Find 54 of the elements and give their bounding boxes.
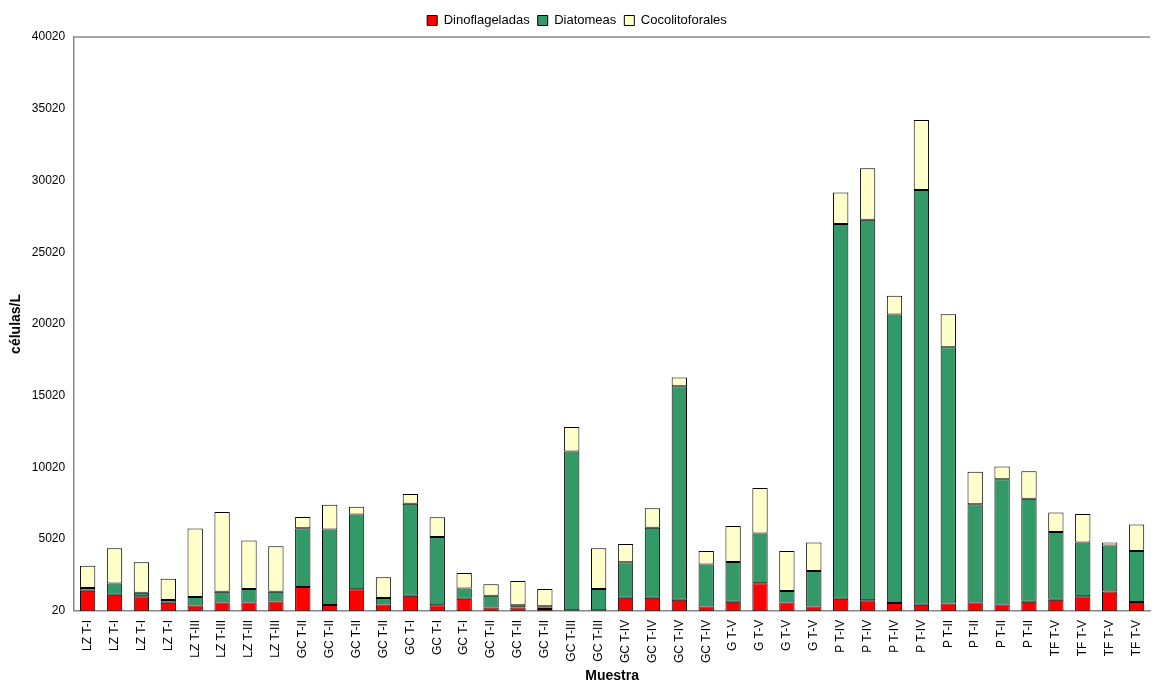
x-tick-label: GC T-II bbox=[483, 619, 498, 659]
y-tick-label: 20020 bbox=[31, 316, 66, 331]
x-tick-label: GC T-II bbox=[321, 619, 336, 659]
x-tick-label: P T-II bbox=[967, 619, 982, 649]
x-tick-label: LZ T-I bbox=[160, 619, 175, 651]
x-tick-label: P T-II bbox=[1021, 619, 1036, 649]
x-tick-label: LZ T-I bbox=[106, 619, 121, 651]
x-tick-label: GC T-IV bbox=[644, 619, 659, 663]
x-tick-label: G T-V bbox=[725, 619, 740, 651]
x-tick-label: P T-IV bbox=[886, 619, 901, 653]
y-tick-label: 30020 bbox=[31, 172, 66, 187]
y-tick-label: 15020 bbox=[31, 387, 66, 402]
x-tick-label: GC T-III bbox=[564, 619, 579, 662]
y-tick-label: 40020 bbox=[31, 29, 66, 44]
y-tick-label: 10020 bbox=[31, 459, 66, 474]
x-tick-label: LZ T-III bbox=[241, 619, 256, 658]
y-axis-title: células/L bbox=[7, 293, 24, 354]
legend-label: Cocolitoforales bbox=[640, 12, 728, 28]
x-tick-label: P T-II bbox=[940, 619, 955, 649]
x-tick-label: GC T-II bbox=[348, 619, 363, 659]
x-tick-label: LZ T-I bbox=[79, 619, 94, 651]
y-tick-label: 20 bbox=[51, 603, 66, 618]
x-tick-label: G T-V bbox=[779, 619, 794, 651]
legend-label: Diatomeas bbox=[554, 12, 617, 28]
x-tick-label: G T-V bbox=[806, 619, 821, 651]
x-tick-label: TF T-V bbox=[1048, 619, 1063, 657]
x-tick-label: P T-IV bbox=[859, 619, 874, 653]
legend-label: Dinoflageladas bbox=[443, 12, 531, 28]
x-tick-label: LZ T-III bbox=[187, 619, 202, 658]
x-tick-label: GC T-I bbox=[456, 619, 471, 655]
x-tick-label: GC T-II bbox=[295, 619, 310, 659]
x-axis-title: Muestra bbox=[585, 667, 640, 684]
x-tick-label: P T-IV bbox=[833, 619, 848, 653]
x-tick-label: P T-II bbox=[994, 619, 1009, 649]
x-tick-label: GC T-I bbox=[402, 619, 417, 655]
x-tick-label: TF T-V bbox=[1075, 619, 1090, 657]
x-tick-label: GC T-II bbox=[537, 619, 552, 659]
x-tick-label: GC T-II bbox=[375, 619, 390, 659]
x-tick-label: LZ T-III bbox=[214, 619, 229, 658]
x-tick-label: P T-IV bbox=[913, 619, 928, 653]
x-tick-label: TF T-V bbox=[1101, 619, 1116, 657]
x-tick-label: G T-V bbox=[752, 619, 767, 651]
x-tick-label: LZ T-III bbox=[268, 619, 283, 658]
x-tick-label: GC T-III bbox=[590, 619, 605, 662]
x-tick-label: LZ T-I bbox=[133, 619, 148, 651]
x-tick-label: GC T-IV bbox=[671, 619, 686, 663]
y-tick-label: 25020 bbox=[31, 244, 66, 259]
x-tick-label: TF T-V bbox=[1128, 619, 1143, 657]
x-tick-label: GC T-II bbox=[510, 619, 525, 659]
y-tick-label: 5020 bbox=[38, 531, 66, 546]
x-tick-label: GC T-IV bbox=[698, 619, 713, 663]
x-tick-label: GC T-IV bbox=[617, 619, 632, 663]
x-tick-label: GC T-I bbox=[429, 619, 444, 655]
y-tick-label: 35020 bbox=[31, 101, 66, 116]
